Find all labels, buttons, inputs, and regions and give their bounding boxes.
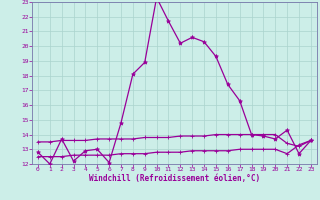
X-axis label: Windchill (Refroidissement éolien,°C): Windchill (Refroidissement éolien,°C) [89,174,260,183]
